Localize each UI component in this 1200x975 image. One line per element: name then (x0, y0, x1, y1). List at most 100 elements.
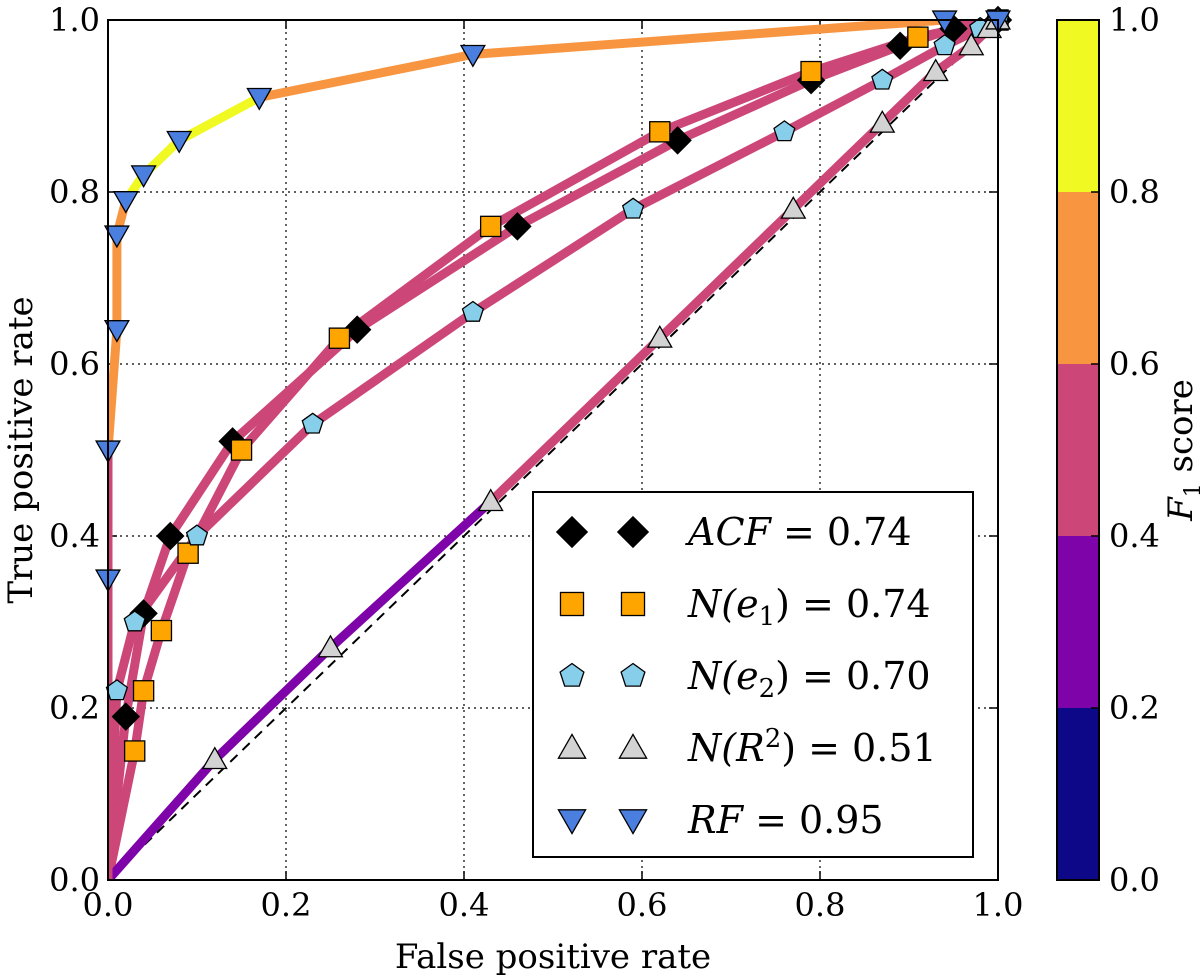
x-tick-label: 0.8 (795, 886, 846, 924)
y-axis-label: True positive rate (1, 296, 41, 603)
colorbar-segment (1057, 192, 1099, 364)
y-tick-label: 0.6 (49, 345, 100, 383)
curve-segment (326, 497, 496, 653)
data-point (649, 121, 671, 143)
curve-segment (788, 118, 887, 214)
data-point (130, 165, 157, 189)
curve-segment (254, 49, 478, 102)
legend-marker (618, 809, 648, 835)
data-point (646, 324, 673, 348)
x-axis-label: False positive rate (395, 937, 711, 975)
data-point (958, 32, 985, 56)
data-point (871, 68, 894, 90)
y-tick-label: 0.0 (49, 861, 100, 899)
legend-item: N(e2) = 0.70 (559, 654, 931, 704)
curve-segment (352, 221, 522, 335)
markers-n-r2- (201, 6, 1012, 770)
y-tick-label: 0.8 (49, 173, 100, 211)
colorbar-segment (1057, 536, 1099, 708)
data-point (123, 610, 146, 632)
curve-segment (486, 333, 665, 507)
curve-segment (108, 325, 122, 455)
colorbar-tick-label: 0.0 (1109, 861, 1160, 899)
data-point (479, 215, 502, 238)
chance-diagonal (107, 19, 999, 881)
data-point (123, 740, 146, 762)
legend-item: ACF = 0.74 (555, 510, 912, 554)
curve-segment (486, 127, 665, 231)
x-tick-label: 1.0 (973, 886, 1024, 924)
data-point (328, 327, 351, 349)
legend-marker (557, 809, 587, 835)
data-point (150, 619, 173, 642)
colorbar-frame (1056, 19, 1100, 881)
colorbar: 0.0 0.2 0.4 0.6 0.8 1.0 F1 score (1056, 1, 1200, 899)
y-tick-label: 1.0 (49, 1, 100, 39)
legend-label: N(e1) = 0.74 (687, 582, 931, 632)
curve-segment (779, 75, 887, 137)
data-point (201, 746, 228, 770)
data-point (621, 197, 645, 219)
data-point (301, 412, 324, 434)
data-point (922, 58, 949, 82)
colorbar-segment (1057, 364, 1099, 536)
data-point (103, 225, 130, 249)
data-point (780, 195, 807, 219)
x-tick-label: 0.6 (617, 886, 668, 924)
curve-segment (468, 20, 950, 59)
curve-segment (673, 75, 816, 145)
colorbar-tick-label: 0.2 (1109, 689, 1160, 727)
legend-label: RF = 0.95 (687, 798, 884, 842)
legend-marker (620, 591, 646, 617)
data-point (103, 320, 130, 343)
colorbar-label: F1 score (1161, 379, 1200, 522)
data-point (177, 542, 199, 564)
axes-frame (107, 19, 999, 881)
legend-label: N(e2) = 0.70 (687, 654, 931, 704)
data-point (185, 524, 209, 546)
data-point (156, 521, 185, 551)
legend-label: N(R2) = 0.51 (687, 724, 937, 770)
data-point (800, 60, 822, 83)
curve-segment (308, 307, 478, 429)
curve-segment (112, 617, 140, 696)
data-point (132, 680, 155, 702)
x-tick-label: 0.2 (261, 886, 312, 924)
data-point (230, 439, 253, 461)
curve-segment (165, 436, 238, 541)
curve-segment (655, 67, 816, 137)
legend-marker (616, 515, 650, 549)
colorbar-segment (1057, 708, 1099, 880)
x-tick-label: 0.0 (83, 886, 134, 924)
curve-segment (655, 204, 798, 343)
data-point (931, 10, 958, 34)
legend-box (532, 491, 974, 858)
y-tick-label: 0.2 (49, 689, 100, 727)
x-tick-label: 0.4 (439, 886, 490, 924)
data-point (111, 702, 141, 731)
curve-segment (877, 41, 950, 85)
curve-segment (334, 221, 496, 343)
curve-segment (237, 333, 344, 455)
data-point (773, 120, 796, 142)
colorbar-tick-label: 0.6 (1109, 345, 1160, 383)
data-point (246, 87, 273, 111)
legend-marker (559, 591, 585, 617)
curve-n-e1- (108, 20, 998, 880)
curve-n-r2- (108, 20, 998, 880)
data-point (907, 26, 929, 48)
curve-segment (512, 135, 683, 231)
curve-segment (108, 755, 220, 880)
data-point (461, 300, 485, 322)
colorbar-tick-label: 0.8 (1109, 173, 1160, 211)
data-point (869, 109, 896, 133)
legend-item: N(R2) = 0.51 (557, 724, 937, 770)
colorbar-tick-label: 1.0 (1109, 1, 1160, 39)
legend: ACF = 0.74 N(e1) = 0.74 N(e2) = 0.70 N(R2) … (532, 491, 974, 858)
curve-segment (192, 419, 318, 541)
legend-item: N(e1) = 0.74 (559, 582, 931, 632)
y-tick-label: 0.4 (49, 517, 100, 555)
data-point (503, 212, 532, 241)
data-point (342, 315, 372, 344)
